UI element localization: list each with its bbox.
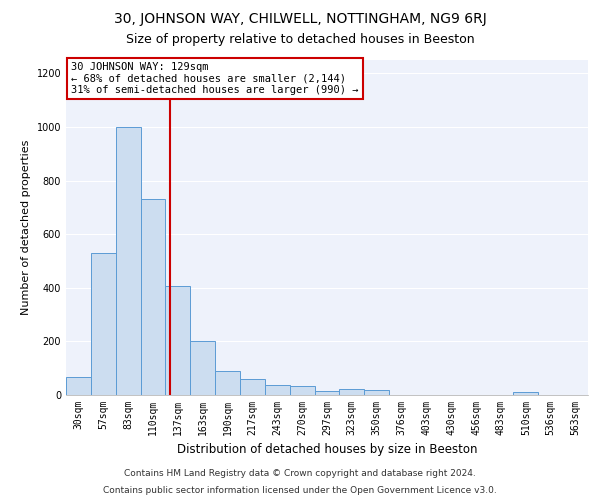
Text: Size of property relative to detached houses in Beeston: Size of property relative to detached ho…: [125, 32, 475, 46]
Bar: [91, 253, 116, 395]
Bar: [215, 371, 240, 395]
Bar: [314, 391, 340, 395]
Bar: [140, 200, 166, 395]
Bar: [166, 286, 190, 395]
Bar: [190, 342, 215, 395]
Text: 30 JOHNSON WAY: 129sqm
← 68% of detached houses are smaller (2,144)
31% of semi-: 30 JOHNSON WAY: 129sqm ← 68% of detached…: [71, 62, 359, 95]
Text: 30, JOHNSON WAY, CHILWELL, NOTTINGHAM, NG9 6RJ: 30, JOHNSON WAY, CHILWELL, NOTTINGHAM, N…: [113, 12, 487, 26]
Bar: [340, 389, 364, 395]
Text: Contains HM Land Registry data © Crown copyright and database right 2024.: Contains HM Land Registry data © Crown c…: [124, 468, 476, 477]
Bar: [66, 377, 91, 395]
Bar: [364, 390, 389, 395]
Bar: [290, 386, 314, 395]
Bar: [240, 380, 265, 395]
Bar: [514, 392, 538, 395]
X-axis label: Distribution of detached houses by size in Beeston: Distribution of detached houses by size …: [177, 444, 477, 456]
Bar: [265, 385, 290, 395]
Bar: [116, 127, 140, 395]
Text: Contains public sector information licensed under the Open Government Licence v3: Contains public sector information licen…: [103, 486, 497, 495]
Y-axis label: Number of detached properties: Number of detached properties: [21, 140, 31, 315]
